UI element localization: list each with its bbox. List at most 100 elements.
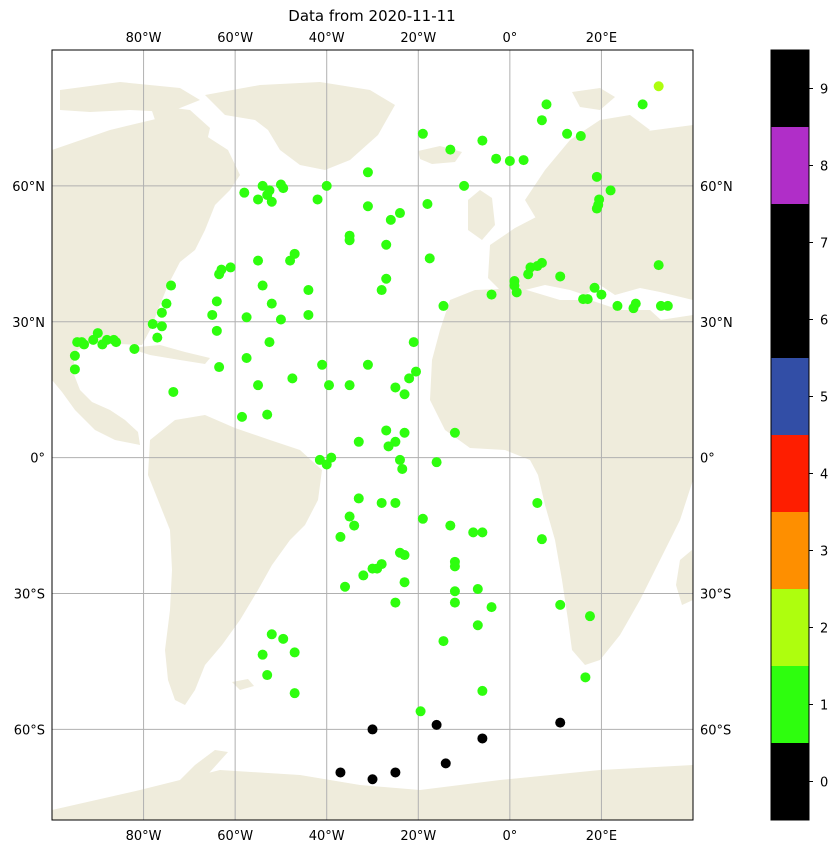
data-point: [523, 269, 534, 280]
data-point: [287, 373, 298, 384]
data-point: [580, 672, 591, 683]
data-point: [612, 300, 623, 311]
lon-tick-label-bottom: 0°: [502, 829, 517, 844]
data-point: [321, 459, 332, 470]
data-point: [376, 497, 387, 508]
data-point: [472, 620, 483, 631]
scandinavia-land: [525, 115, 650, 225]
data-point: [477, 685, 488, 696]
svalbard-land: [572, 88, 615, 110]
data-point: [253, 380, 264, 391]
data-point: [589, 282, 600, 293]
data-point: [440, 758, 451, 769]
data-point: [152, 332, 163, 343]
data-point: [353, 493, 364, 504]
data-point: [655, 300, 666, 311]
lat-tick-label-right: 30°S: [700, 588, 731, 603]
data-point: [532, 497, 543, 508]
lat-tick-label-right: 30°N: [700, 316, 733, 331]
colorbar-segment: [771, 358, 809, 435]
data-point: [156, 321, 167, 332]
data-point: [449, 561, 460, 572]
antarctica-land: [52, 765, 693, 820]
colorbar-tick-label: 4: [820, 468, 828, 483]
data-point: [390, 497, 401, 508]
colorbar-segment: [771, 50, 809, 127]
data-point: [207, 309, 218, 320]
lat-tick-label-left: 30°S: [14, 588, 45, 603]
data-point: [321, 180, 332, 191]
data-point: [303, 309, 314, 320]
data-point: [211, 325, 222, 336]
data-point: [422, 199, 433, 209]
data-point: [367, 724, 378, 735]
data-point: [241, 353, 252, 363]
data-point: [285, 255, 296, 266]
lat-tick-label-left: 60°N: [12, 180, 45, 195]
lon-tick-label-top: 20°W: [400, 31, 436, 46]
colorbar-tick-label: 1: [820, 699, 828, 714]
data-point: [399, 389, 410, 400]
data-point: [358, 570, 369, 581]
lon-tick-label-bottom: 60°W: [217, 829, 253, 844]
data-point: [605, 185, 616, 196]
data-point: [335, 767, 346, 778]
data-point: [88, 334, 99, 345]
data-point: [449, 586, 460, 597]
data-point: [324, 380, 335, 391]
data-point: [239, 187, 250, 198]
data-point: [111, 337, 122, 348]
data-point: [278, 183, 289, 194]
data-point: [376, 285, 387, 296]
data-point: [532, 261, 543, 272]
data-point: [593, 199, 604, 210]
madagascar-land: [676, 550, 693, 605]
lat-tick-label-left: 0°: [30, 452, 45, 467]
lat-tick-label-right: 60°N: [700, 180, 733, 195]
data-point: [168, 386, 179, 397]
data-point: [241, 312, 252, 323]
colorbar-segment: [771, 589, 809, 666]
lat-tick-label-left: 30°N: [12, 316, 45, 331]
data-point: [253, 255, 264, 266]
data-point: [555, 271, 566, 282]
data-point: [344, 235, 355, 246]
africa-land: [430, 288, 693, 665]
data-point: [408, 337, 419, 348]
data-point: [575, 131, 586, 142]
data-point: [653, 81, 664, 92]
data-point: [562, 128, 573, 139]
data-point: [445, 520, 456, 531]
data-point: [383, 441, 394, 452]
data-point: [381, 239, 392, 250]
data-point: [312, 194, 323, 205]
lon-tick-label-top: 0°: [502, 31, 517, 46]
data-point: [211, 296, 222, 307]
lat-tick-label-left: 60°S: [14, 723, 45, 738]
colorbar-tick-label: 6: [820, 314, 828, 329]
antarctic-peninsula-land: [170, 750, 228, 795]
lon-tick-label-bottom: 20°W: [400, 829, 436, 844]
colorbar-frame: [770, 49, 810, 821]
north-america-land: [52, 118, 240, 445]
data-point: [591, 171, 602, 182]
data-point: [335, 531, 346, 542]
data-point: [477, 527, 488, 538]
lon-tick-label-bottom: 80°W: [126, 829, 162, 844]
lon-tick-label-bottom: 20°E: [586, 829, 617, 844]
data-point: [417, 128, 428, 139]
data-point: [129, 343, 140, 354]
data-point: [555, 717, 566, 728]
lon-tick-label-top: 60°W: [217, 31, 253, 46]
data-point: [630, 298, 641, 309]
data-point: [472, 584, 483, 594]
data-point: [410, 366, 421, 377]
data-point: [303, 285, 314, 296]
colorbar-tick-label: 3: [820, 545, 828, 560]
colorbar-segment: [771, 127, 809, 204]
data-point: [156, 307, 167, 318]
data-point: [399, 550, 410, 561]
data-point: [69, 350, 80, 361]
greenland-land: [205, 82, 395, 170]
